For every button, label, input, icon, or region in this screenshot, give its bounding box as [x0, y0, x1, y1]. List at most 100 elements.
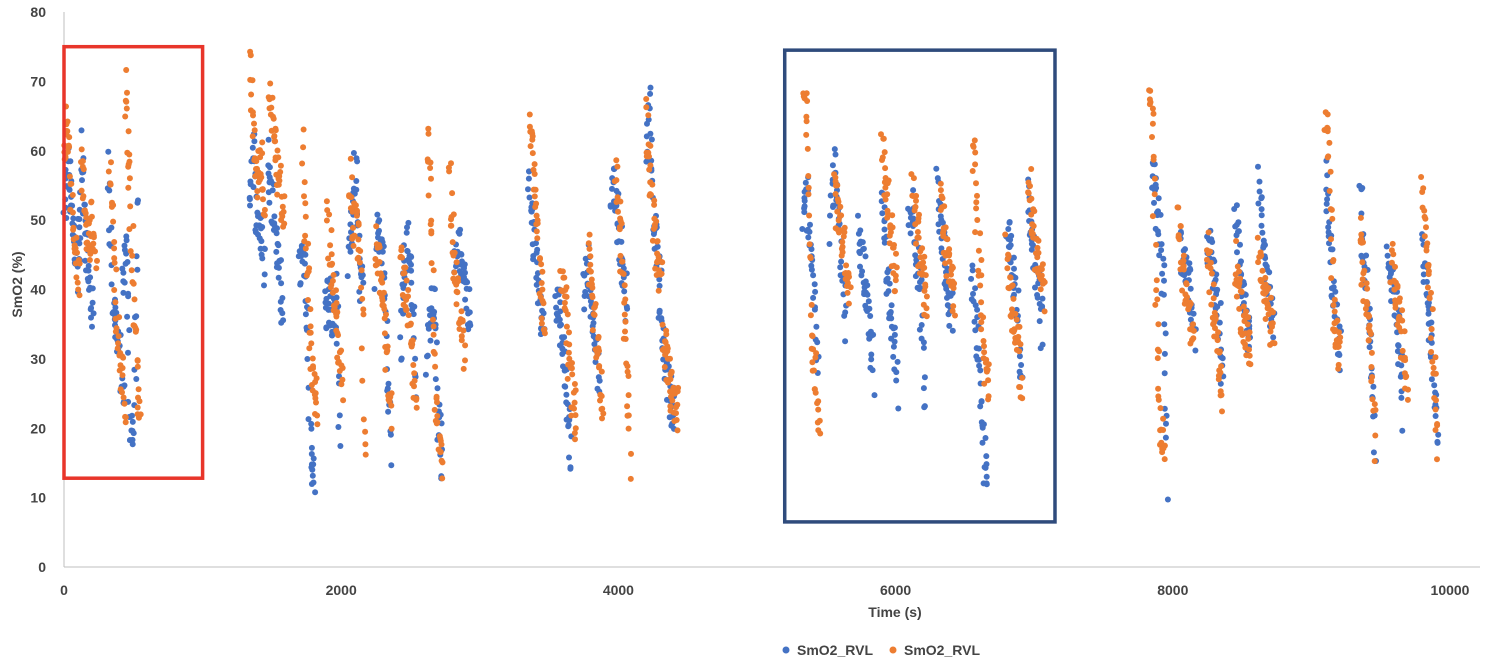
data-point — [946, 250, 953, 257]
data-point — [985, 393, 992, 400]
data-point — [1262, 242, 1268, 248]
data-point — [564, 311, 571, 318]
data-point — [111, 245, 118, 252]
data-point — [647, 162, 654, 169]
data-point — [1399, 347, 1406, 354]
data-point — [977, 403, 984, 410]
data-point — [1246, 346, 1252, 353]
data-point — [344, 273, 351, 280]
data-point — [425, 130, 432, 137]
data-point — [558, 321, 564, 328]
data-point — [885, 288, 892, 295]
data-point — [129, 436, 136, 443]
data-point — [1270, 309, 1276, 316]
data-point — [358, 267, 365, 274]
data-point — [448, 222, 455, 229]
data-point — [90, 240, 97, 247]
data-point — [569, 360, 575, 366]
data-point — [1176, 236, 1183, 243]
data-point — [1159, 270, 1166, 277]
data-point — [648, 136, 655, 143]
data-point — [843, 262, 850, 269]
data-point — [1241, 281, 1248, 288]
data-point — [654, 243, 661, 250]
data-point — [1038, 266, 1045, 273]
data-point — [1184, 294, 1190, 301]
data-point — [305, 240, 312, 247]
data-point — [978, 257, 985, 263]
data-point — [1156, 252, 1163, 259]
data-point — [66, 134, 73, 141]
data-point — [981, 343, 987, 350]
data-point — [274, 191, 281, 198]
data-point — [889, 212, 896, 219]
data-point — [121, 279, 128, 286]
data-point — [811, 306, 818, 313]
data-point — [977, 367, 984, 374]
data-point — [439, 459, 446, 466]
data-point — [373, 223, 380, 230]
data-point — [1160, 427, 1167, 433]
data-point — [598, 393, 605, 400]
data-point — [75, 286, 82, 293]
data-point — [1019, 374, 1026, 381]
data-point — [456, 230, 463, 237]
data-point — [1155, 385, 1162, 392]
data-point — [113, 266, 120, 273]
data-point — [1017, 384, 1024, 391]
data-point — [533, 228, 540, 235]
data-point — [1161, 277, 1167, 284]
data-point — [811, 281, 818, 288]
data-point — [1362, 305, 1369, 312]
data-point — [1039, 261, 1046, 268]
data-point — [537, 255, 543, 262]
data-point — [73, 274, 80, 281]
data-point — [274, 147, 281, 154]
data-point — [598, 368, 605, 375]
data-point — [120, 394, 127, 401]
data-point — [539, 307, 546, 314]
data-point — [359, 377, 366, 384]
data-point — [124, 89, 130, 96]
data-point — [839, 249, 846, 256]
data-point — [1152, 181, 1159, 188]
y-tick-label: 70 — [30, 73, 46, 89]
data-point — [64, 118, 71, 125]
data-point — [79, 177, 85, 184]
series-orange — [61, 48, 1441, 482]
data-point — [834, 208, 841, 215]
data-point — [261, 212, 268, 219]
data-point — [78, 146, 85, 153]
data-point — [813, 350, 820, 357]
data-point — [310, 479, 317, 486]
data-point — [261, 282, 267, 289]
data-point — [1016, 368, 1023, 375]
data-point — [76, 240, 83, 247]
data-point — [374, 211, 381, 218]
data-point — [918, 322, 925, 328]
data-point — [405, 293, 411, 300]
data-point — [894, 358, 901, 365]
data-point — [1190, 310, 1197, 317]
data-point — [837, 203, 844, 210]
data-point — [884, 275, 891, 282]
legend-label: SmO2_RVL — [797, 642, 873, 658]
data-point — [266, 105, 273, 112]
data-point — [352, 202, 359, 209]
data-point — [972, 285, 979, 292]
data-point — [566, 341, 573, 348]
data-point — [624, 363, 631, 370]
data-point — [952, 312, 958, 319]
data-point — [969, 267, 976, 274]
data-point — [120, 354, 127, 361]
data-point — [1242, 341, 1248, 348]
data-point — [250, 184, 257, 191]
data-point — [815, 398, 822, 405]
data-point — [119, 365, 126, 371]
data-point — [247, 52, 254, 59]
data-point — [130, 430, 137, 437]
data-point — [1325, 153, 1332, 160]
data-point — [130, 223, 137, 229]
data-point — [458, 337, 465, 344]
